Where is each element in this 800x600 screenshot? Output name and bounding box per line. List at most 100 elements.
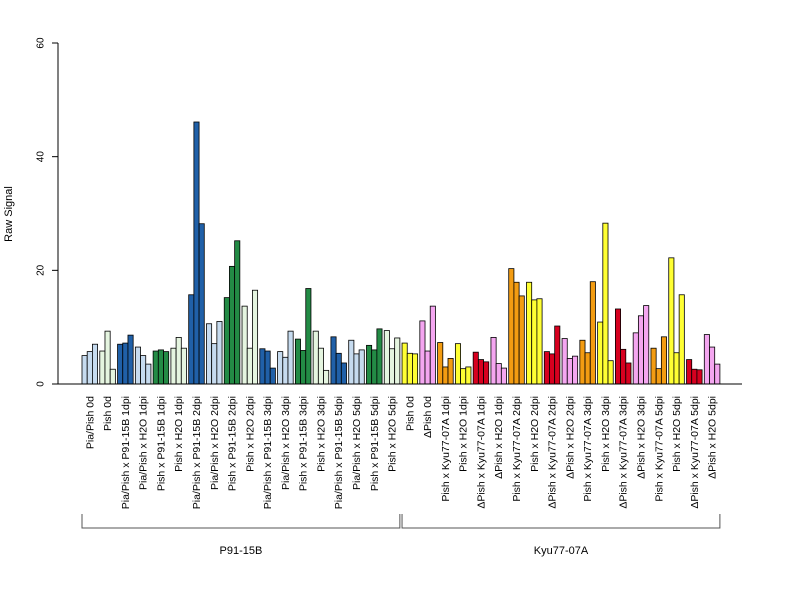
bar — [442, 366, 449, 385]
category-label: Pish x P91-15B 3dpi — [298, 396, 310, 491]
category-label: Pia/Pish x H2O 3dpi — [280, 396, 292, 490]
category-label: Pish x H2O 2dpi — [529, 396, 541, 472]
category-label: Pia/Pish x H2O 5dpi — [351, 396, 363, 490]
bar — [566, 358, 573, 385]
category-label: Pish x P91-15B 1dpi — [155, 396, 167, 491]
bar — [252, 289, 259, 385]
bar — [104, 330, 111, 385]
y-tick-label: 60 — [36, 37, 47, 49]
bar — [500, 367, 507, 385]
bar — [543, 351, 550, 385]
bar — [597, 321, 604, 385]
bar — [477, 359, 484, 385]
bar — [549, 353, 556, 385]
category-label: Pish x Kyu77-07A 3dpi — [582, 396, 594, 502]
bar — [643, 305, 650, 385]
bar — [122, 342, 129, 385]
bar — [140, 355, 147, 385]
bar — [81, 355, 88, 385]
bar — [447, 358, 454, 385]
bar — [277, 351, 284, 385]
category-label: ΔPish x H2O 2dpi — [564, 396, 576, 479]
group-bracket — [81, 514, 401, 529]
bar — [234, 240, 241, 385]
bar — [703, 334, 710, 385]
bar — [495, 363, 502, 385]
bar — [229, 265, 236, 385]
category-labels: Pia/Pish 0d Pish 0d Pia/Pish x P91-15B 1dp… — [84, 396, 718, 509]
bar — [615, 308, 622, 385]
bar — [655, 368, 662, 385]
bar — [109, 368, 116, 385]
bar — [589, 281, 596, 385]
bar — [424, 350, 431, 385]
bar — [668, 257, 675, 385]
bar — [709, 346, 716, 385]
bar — [323, 369, 330, 385]
bar — [282, 356, 289, 385]
bar — [437, 342, 444, 385]
bar — [554, 325, 561, 385]
category-label: ΔPish x Kyu77-07A 2dpi — [547, 396, 559, 509]
category-label: ΔPish x Kyu77-07A 5dpi — [689, 396, 701, 509]
category-label: Pia/Pish x P91-15B 3dpi — [262, 396, 274, 509]
category-label: Pish x H2O 1dpi — [458, 396, 470, 472]
bar — [401, 342, 408, 385]
bar — [241, 305, 248, 385]
bar — [223, 297, 230, 385]
category-label: Pish x H2O 3dpi — [600, 396, 612, 472]
bar — [193, 121, 200, 385]
bar — [625, 362, 632, 385]
category-label: Pish x H2O 1dpi — [173, 396, 185, 472]
bar — [584, 352, 591, 385]
bar — [465, 366, 472, 385]
bar — [198, 223, 205, 385]
category-label: Pish x H2O 2dpi — [244, 396, 256, 472]
bar — [335, 352, 342, 385]
bar — [294, 338, 301, 385]
bar — [637, 315, 644, 385]
bar — [526, 281, 533, 385]
category-label: Pia/Pish x H2O 1dpi — [138, 396, 150, 490]
y-tick-label: 0 — [36, 381, 47, 387]
bar — [561, 338, 568, 385]
bar — [287, 330, 294, 385]
bar — [508, 268, 515, 385]
bar — [145, 363, 152, 385]
bars — [81, 121, 721, 385]
bar — [211, 343, 218, 385]
bar — [312, 330, 319, 385]
y-axis: 0 20 40 60 — [36, 37, 59, 387]
group-bracket — [401, 514, 721, 529]
bar — [330, 336, 337, 385]
category-label: Pish x H2O 5dpi — [671, 396, 683, 472]
bar — [673, 352, 680, 385]
bar — [348, 339, 355, 385]
category-label: Pish x P91-15B 2dpi — [227, 396, 239, 491]
bar — [454, 343, 461, 385]
bar — [650, 347, 657, 385]
bar — [472, 351, 479, 385]
bar — [206, 323, 213, 385]
bar — [300, 350, 307, 385]
bar — [259, 348, 266, 385]
bar — [412, 353, 419, 385]
category-label: Pish x Kyu77-07A 1dpi — [440, 396, 452, 502]
bar — [371, 349, 378, 385]
bar — [518, 295, 525, 385]
bar — [602, 222, 609, 385]
bar — [376, 328, 383, 385]
bar — [264, 350, 271, 385]
bar — [660, 336, 667, 385]
bar — [483, 361, 490, 385]
bar — [513, 281, 520, 385]
bar — [340, 362, 347, 385]
bar — [366, 344, 373, 385]
bar — [579, 339, 586, 385]
bar — [117, 343, 124, 385]
category-label: ΔPish x H2O 1dpi — [493, 396, 505, 479]
category-label: Pish x Kyu77-07A 5dpi — [653, 396, 665, 502]
bar — [92, 343, 99, 385]
bar — [696, 369, 703, 385]
bar — [678, 294, 685, 385]
